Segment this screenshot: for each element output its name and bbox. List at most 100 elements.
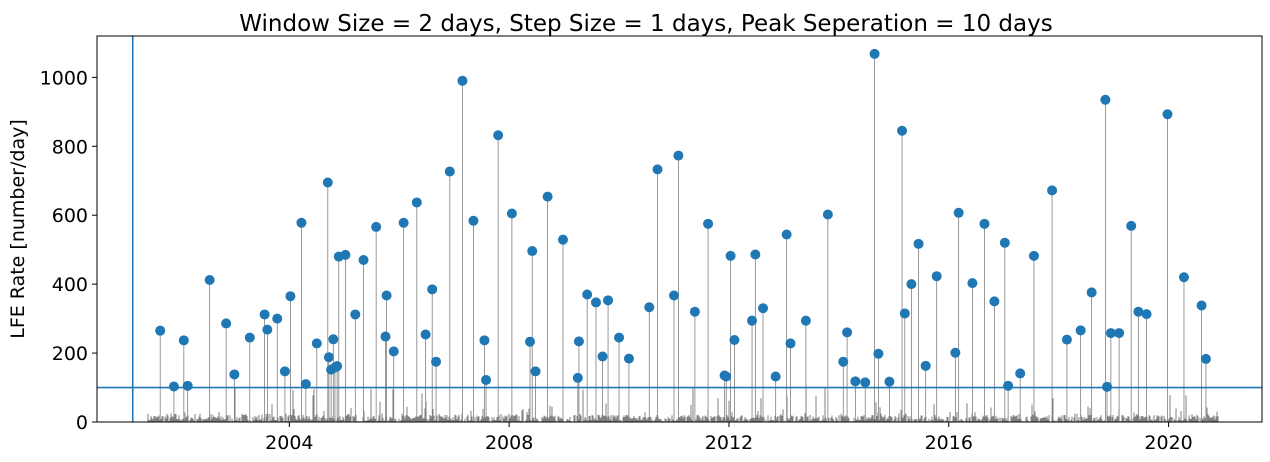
- peak-point: [542, 191, 553, 202]
- x-tick-label: 2004: [265, 432, 313, 454]
- peak-point: [750, 249, 761, 260]
- peak-point: [1196, 300, 1207, 311]
- peak-point: [481, 374, 492, 385]
- peak-point: [597, 351, 608, 362]
- peak-point: [906, 279, 917, 290]
- peak-point: [444, 166, 455, 177]
- peak-point: [322, 177, 333, 188]
- peak-point: [967, 278, 978, 289]
- y-tick-label: 400: [52, 274, 88, 296]
- peak-point: [689, 306, 700, 317]
- peak-point: [1100, 94, 1111, 105]
- peak-point: [350, 309, 361, 320]
- peak-point: [913, 238, 924, 249]
- background-activity-series: [147, 385, 1219, 422]
- peak-point: [582, 289, 593, 300]
- peak-point: [332, 361, 343, 372]
- peak-point: [493, 130, 504, 141]
- peak-point: [328, 334, 339, 345]
- peak-point: [721, 371, 732, 382]
- peak-point: [1178, 272, 1189, 283]
- peak-point: [279, 366, 290, 377]
- peak-point: [869, 48, 880, 59]
- peak-point: [340, 249, 351, 260]
- peak-point: [229, 369, 240, 380]
- peak-point: [931, 271, 942, 282]
- peak-point: [729, 334, 740, 345]
- x-tick-label: 2016: [925, 432, 973, 454]
- peak-point: [296, 217, 307, 228]
- peak-point: [979, 218, 990, 229]
- peak-point: [860, 377, 871, 388]
- peak-point: [573, 336, 584, 347]
- plot-area: [96, 35, 1263, 423]
- peak-markers: [155, 48, 1211, 392]
- peak-point: [381, 290, 392, 301]
- peak-point: [1047, 185, 1058, 196]
- y-tick-label: 200: [52, 343, 88, 365]
- peak-point: [527, 246, 538, 257]
- peak-point: [770, 371, 781, 382]
- peak-point: [182, 380, 193, 391]
- peak-point: [989, 296, 1000, 307]
- peak-point: [950, 347, 961, 358]
- peak-point: [669, 290, 680, 301]
- peak-point: [785, 338, 796, 349]
- y-axis-label: LFE Rate [number/day]: [7, 119, 29, 339]
- peak-point: [850, 376, 861, 387]
- peak-point: [842, 327, 853, 338]
- peak-point: [380, 331, 391, 342]
- x-tick-label: 2012: [705, 432, 753, 454]
- peak-point: [800, 315, 811, 326]
- peak-point: [897, 125, 908, 136]
- peak-point: [371, 221, 382, 232]
- peak-point: [1075, 325, 1086, 336]
- x-tick-label: 2008: [485, 432, 533, 454]
- peak-point: [558, 234, 568, 245]
- peak-point: [747, 315, 758, 326]
- peak-point: [644, 302, 655, 313]
- peak-point: [262, 324, 273, 335]
- peak-point: [623, 353, 634, 364]
- peak-point: [272, 313, 283, 324]
- peak-point: [1200, 353, 1211, 364]
- peak-point: [244, 332, 255, 343]
- peak-point: [204, 275, 215, 286]
- peak-point: [1114, 328, 1125, 339]
- peak-point: [1133, 306, 1144, 317]
- peak-point: [259, 309, 270, 320]
- peak-point: [1141, 309, 1152, 320]
- y-tick-label: 1000: [40, 67, 88, 89]
- peak-point: [1061, 334, 1072, 345]
- peak-point: [311, 338, 322, 349]
- peak-point: [572, 372, 583, 383]
- peak-point: [899, 308, 910, 319]
- peak-point: [155, 325, 166, 336]
- peak-point: [725, 250, 736, 261]
- plot-frame: [96, 35, 1263, 423]
- x-axis: 2004 2008 2012 2016 2020: [265, 422, 1193, 454]
- y-tick-label: 800: [52, 136, 88, 158]
- peak-point: [427, 284, 438, 295]
- peak-point: [1126, 220, 1137, 231]
- peak-point: [873, 348, 884, 359]
- chart-title: Window Size = 2 days, Step Size = 1 days…: [239, 11, 1052, 37]
- y-axis: 0 200 400 600 800 1000: [40, 67, 97, 434]
- peak-point: [506, 208, 517, 219]
- peak-point: [1105, 328, 1116, 339]
- peak-point: [703, 218, 714, 229]
- peak-point: [388, 346, 399, 357]
- peak-point: [758, 303, 769, 314]
- peak-point: [285, 291, 296, 302]
- peak-point: [457, 75, 468, 86]
- peak-point: [1003, 380, 1014, 391]
- peak-point: [530, 366, 541, 377]
- peak-point: [358, 255, 369, 266]
- peak-point: [603, 295, 614, 306]
- peak-stems: [159, 53, 1207, 422]
- peak-point: [822, 209, 833, 220]
- y-tick-label: 600: [52, 205, 88, 227]
- peak-point: [221, 318, 232, 329]
- background-activity-trace: [147, 385, 1219, 422]
